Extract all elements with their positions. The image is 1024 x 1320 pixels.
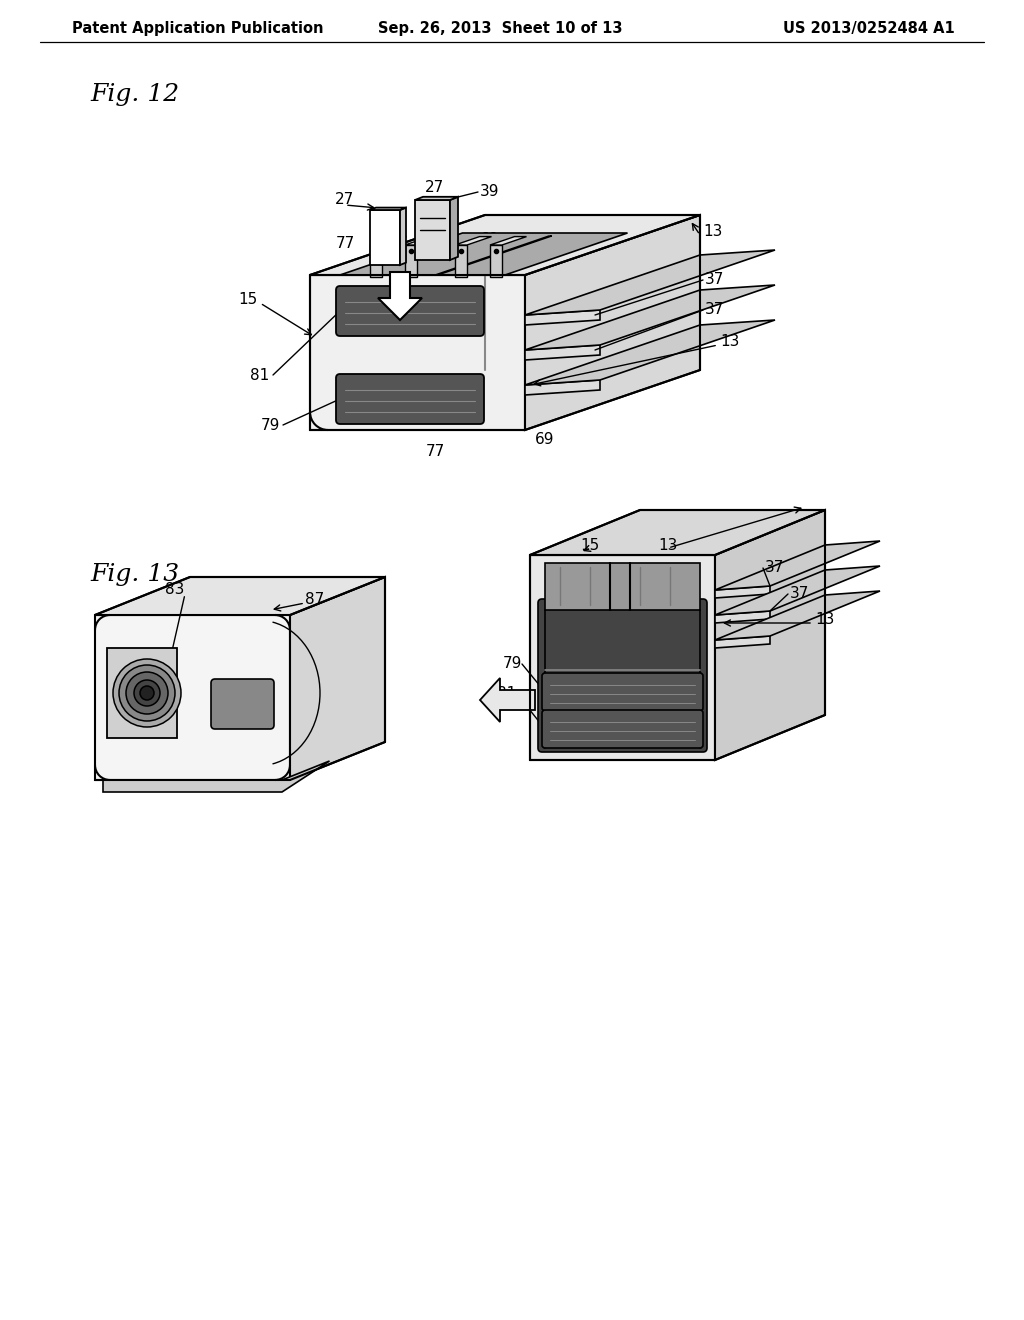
Polygon shape xyxy=(378,272,422,319)
Text: 15: 15 xyxy=(581,537,600,553)
Polygon shape xyxy=(530,554,715,760)
Polygon shape xyxy=(450,197,458,260)
Text: 81: 81 xyxy=(251,367,269,383)
Polygon shape xyxy=(103,762,330,792)
Text: 13: 13 xyxy=(720,334,739,350)
Circle shape xyxy=(119,665,175,721)
Polygon shape xyxy=(545,564,700,610)
Text: 69: 69 xyxy=(480,232,500,248)
Text: 37: 37 xyxy=(705,272,724,288)
Polygon shape xyxy=(715,510,825,760)
Polygon shape xyxy=(370,207,406,210)
FancyBboxPatch shape xyxy=(336,374,484,424)
Text: 77: 77 xyxy=(425,445,444,459)
Text: 27: 27 xyxy=(336,193,354,207)
Polygon shape xyxy=(406,236,441,246)
Polygon shape xyxy=(525,380,600,395)
Polygon shape xyxy=(480,678,535,722)
Polygon shape xyxy=(490,236,526,246)
Circle shape xyxy=(140,686,154,700)
Polygon shape xyxy=(406,246,417,277)
Polygon shape xyxy=(310,215,700,275)
FancyBboxPatch shape xyxy=(211,678,274,729)
Text: 37: 37 xyxy=(765,561,784,576)
Circle shape xyxy=(113,659,181,727)
Text: 69: 69 xyxy=(536,433,555,447)
Text: US 2013/0252484 A1: US 2013/0252484 A1 xyxy=(783,21,955,36)
Polygon shape xyxy=(310,275,525,430)
Polygon shape xyxy=(525,249,775,315)
Polygon shape xyxy=(95,615,290,780)
Polygon shape xyxy=(525,319,775,385)
FancyBboxPatch shape xyxy=(542,710,703,748)
Text: 81: 81 xyxy=(498,686,517,701)
Text: 77: 77 xyxy=(336,235,354,251)
Polygon shape xyxy=(340,234,628,275)
Polygon shape xyxy=(525,285,775,350)
Text: 27: 27 xyxy=(425,181,444,195)
Polygon shape xyxy=(370,246,382,277)
Text: 13: 13 xyxy=(815,612,835,627)
Circle shape xyxy=(134,680,160,706)
Polygon shape xyxy=(525,215,700,430)
Polygon shape xyxy=(715,541,880,590)
Polygon shape xyxy=(400,207,406,265)
Polygon shape xyxy=(106,648,177,738)
Text: 87: 87 xyxy=(305,593,325,607)
Polygon shape xyxy=(415,197,458,201)
FancyBboxPatch shape xyxy=(538,599,707,752)
Polygon shape xyxy=(715,636,770,648)
FancyBboxPatch shape xyxy=(542,673,703,711)
Text: 39: 39 xyxy=(480,185,500,199)
Polygon shape xyxy=(530,510,825,554)
Text: Fig. 13: Fig. 13 xyxy=(90,564,179,586)
Polygon shape xyxy=(415,201,450,260)
Text: 15: 15 xyxy=(239,293,258,308)
Polygon shape xyxy=(290,577,385,780)
FancyBboxPatch shape xyxy=(336,286,484,337)
Polygon shape xyxy=(435,236,552,275)
Text: 13: 13 xyxy=(703,224,722,239)
Text: Patent Application Publication: Patent Application Publication xyxy=(72,21,324,36)
Polygon shape xyxy=(455,236,492,246)
Polygon shape xyxy=(525,310,600,325)
Polygon shape xyxy=(715,566,880,615)
Text: Fig. 12: Fig. 12 xyxy=(90,83,179,107)
Polygon shape xyxy=(490,246,502,277)
Polygon shape xyxy=(525,345,600,360)
Polygon shape xyxy=(715,586,770,598)
Text: 37: 37 xyxy=(705,302,724,318)
Polygon shape xyxy=(370,210,400,265)
Polygon shape xyxy=(95,577,385,615)
Circle shape xyxy=(126,672,168,714)
Text: 79: 79 xyxy=(260,417,280,433)
Polygon shape xyxy=(455,246,467,277)
Text: 37: 37 xyxy=(790,586,809,602)
Text: 83: 83 xyxy=(165,582,184,598)
Text: 79: 79 xyxy=(503,656,521,672)
Polygon shape xyxy=(715,611,770,623)
Polygon shape xyxy=(715,591,880,640)
Polygon shape xyxy=(370,236,407,246)
Text: 13: 13 xyxy=(658,537,678,553)
Text: Sep. 26, 2013  Sheet 10 of 13: Sep. 26, 2013 Sheet 10 of 13 xyxy=(378,21,623,36)
